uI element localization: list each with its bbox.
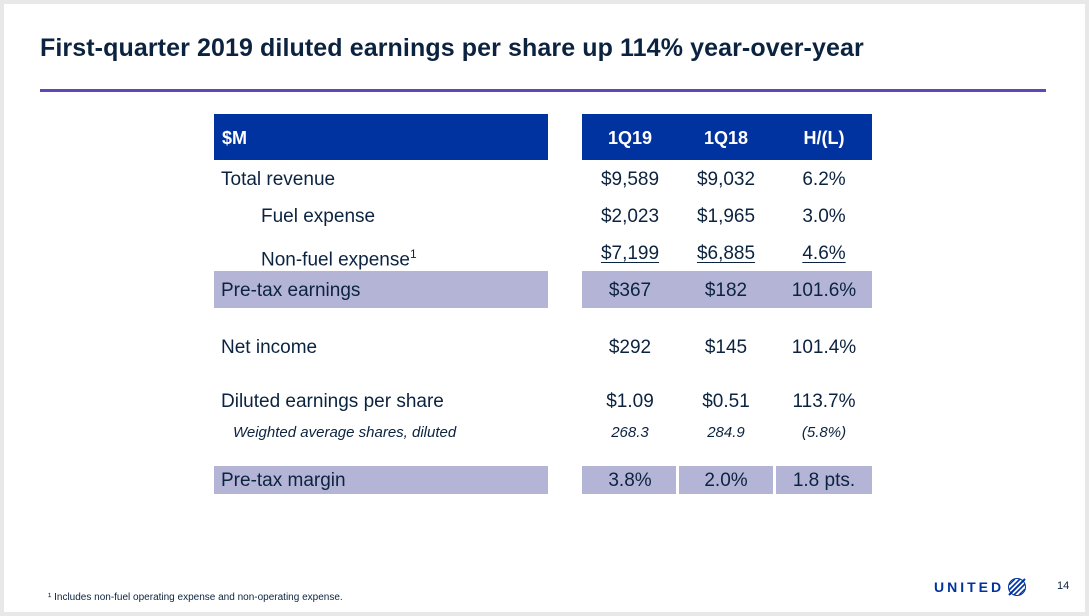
value-1q19-wrap: $7,199: [582, 243, 678, 265]
value-1q18: $1,965: [696, 206, 756, 227]
title-divider: [40, 89, 1046, 92]
value-1q18: $6,885: [696, 243, 756, 264]
united-logo: UNITED: [934, 577, 1028, 597]
page-number: 14: [1057, 580, 1070, 592]
header-1q19: 1Q19: [607, 128, 653, 148]
row-label: Total revenue: [221, 169, 336, 190]
footnote: ¹ Includes non-fuel operating expense an…: [48, 592, 343, 603]
highlight-band-1q18: [679, 466, 773, 494]
value-1q18-wrap: $6,885: [678, 243, 774, 265]
row-label: Non-fuel expense1: [261, 243, 417, 271]
highlight-band-1q19: [582, 466, 676, 494]
table-header-values-bar: [582, 114, 872, 160]
header-label: $M: [222, 128, 248, 148]
logo-wordmark: UNITED: [934, 579, 1005, 595]
value-1q19: $292: [608, 337, 652, 358]
value-1q19: 268.3: [611, 424, 649, 441]
value-1q19: $7,199: [600, 243, 660, 264]
value-change: 101.4%: [791, 337, 857, 358]
row-label: Pre-tax margin: [221, 470, 346, 491]
value-1q18: 284.9: [707, 424, 745, 441]
value-change: 1.8 pts.: [792, 470, 856, 491]
value-1q19: $367: [608, 280, 652, 301]
earnings-table: $M 1Q19 1Q18 H/(L) Total revenue $9,589 …: [4, 4, 1085, 612]
value-1q18: $0.51: [702, 391, 750, 412]
row-label: Fuel expense: [261, 206, 376, 227]
highlight-band-label: [214, 271, 548, 308]
value-change-wrap: 4.6%: [776, 243, 872, 265]
row-label-text: Non-fuel expense: [261, 249, 410, 271]
value-1q19: $2,023: [600, 206, 660, 227]
highlight-band-values: [582, 271, 872, 308]
highlight-band-change: [776, 466, 872, 494]
row-label: Net income: [221, 337, 318, 358]
value-1q19: 3.8%: [608, 470, 652, 491]
value-1q18: $145: [704, 337, 748, 358]
value-change: 113.7%: [792, 391, 856, 412]
row-label: Weighted average shares, diluted: [233, 424, 457, 441]
value-change: 6.2%: [802, 169, 846, 190]
globe-icon: [1007, 577, 1028, 597]
value-1q18: $9,032: [696, 169, 756, 190]
table-header-label-bar: [214, 114, 548, 160]
page-title: First-quarter 2019 diluted earnings per …: [40, 34, 864, 62]
header-1q18: 1Q18: [703, 128, 749, 148]
slide: First-quarter 2019 diluted earnings per …: [4, 4, 1085, 612]
value-1q18: $182: [704, 280, 748, 301]
row-label: Pre-tax earnings: [221, 280, 361, 301]
highlight-band-label: [214, 466, 548, 494]
value-1q18: 2.0%: [704, 470, 748, 491]
value-1q19: $1.09: [606, 391, 654, 412]
footnote-marker: 1: [409, 247, 417, 261]
value-change: 101.6%: [791, 280, 857, 301]
value-change: 4.6%: [802, 243, 846, 264]
value-change: 3.0%: [802, 206, 846, 227]
value-change: (5.8%): [801, 424, 847, 441]
header-change: H/(L): [803, 128, 845, 148]
row-label: Diluted earnings per share: [221, 391, 444, 412]
value-1q19: $9,589: [600, 169, 660, 190]
